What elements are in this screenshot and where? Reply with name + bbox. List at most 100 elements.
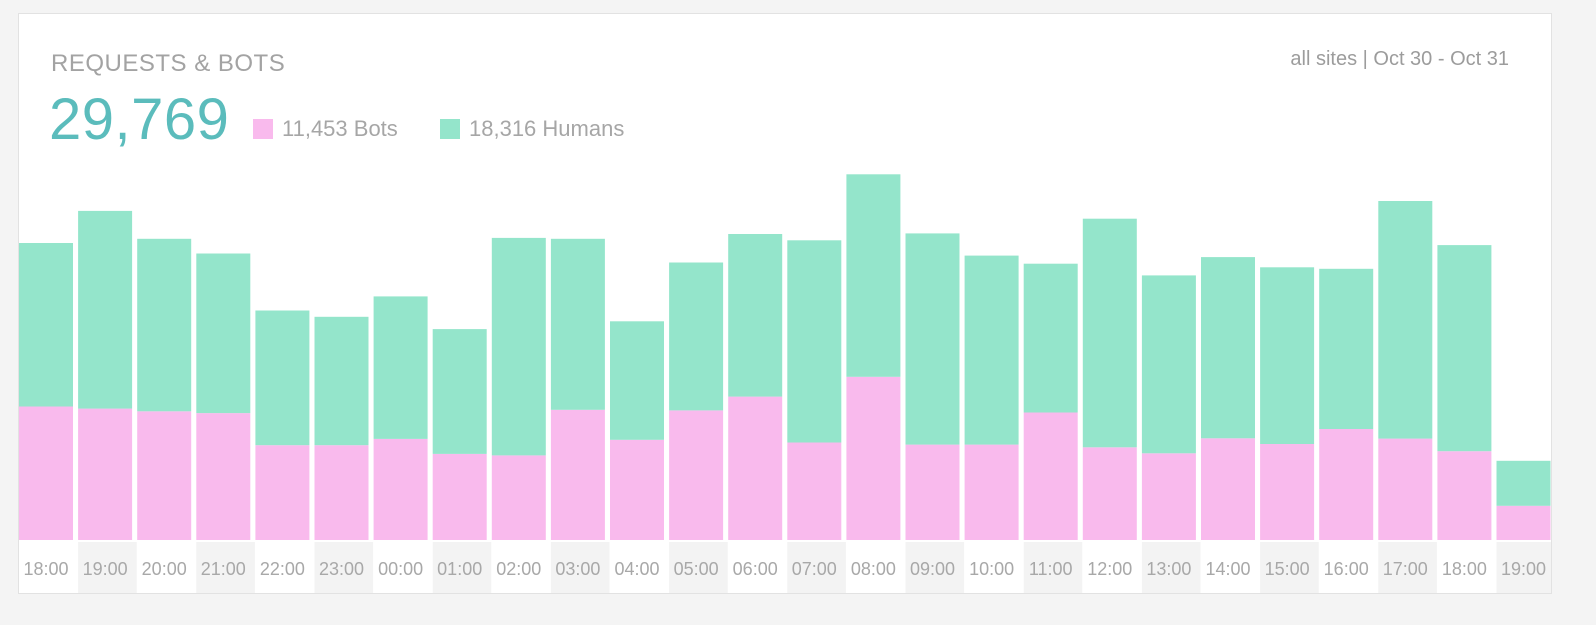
- date-range-label[interactable]: all sites | Oct 30 - Oct 31: [1290, 48, 1509, 70]
- x-axis-band: [550, 542, 610, 593]
- bar-segment-bots[interactable]: [432, 453, 487, 540]
- bar-segment-bots[interactable]: [964, 444, 1019, 540]
- bar-segment-bots[interactable]: [846, 376, 901, 540]
- bar-segment-bots[interactable]: [1260, 444, 1315, 540]
- x-axis-band: [1496, 542, 1551, 593]
- bar-segment-bots[interactable]: [78, 408, 133, 540]
- bar-segment-bots[interactable]: [491, 455, 546, 540]
- bar-segment-humans[interactable]: [255, 310, 310, 446]
- bar-segment-humans[interactable]: [373, 296, 428, 439]
- bots-swatch: [253, 119, 273, 139]
- bar-segment-bots[interactable]: [1437, 451, 1492, 540]
- total-requests: 29,769: [49, 87, 230, 152]
- bar-segment-humans[interactable]: [491, 237, 546, 456]
- bar-segment-bots[interactable]: [1201, 438, 1255, 540]
- humans-count: 18,316 Humans: [469, 116, 625, 141]
- bar-segment-humans[interactable]: [1023, 263, 1078, 413]
- x-tick-label: 01:00: [437, 559, 482, 579]
- bar-segment-humans[interactable]: [1141, 275, 1196, 454]
- bar-segment-bots[interactable]: [1496, 505, 1551, 540]
- bar-segment-bots[interactable]: [550, 409, 605, 540]
- x-tick-label: 15:00: [1265, 559, 1310, 579]
- x-axis-band: [728, 542, 787, 593]
- x-tick-label: 23:00: [319, 559, 364, 579]
- bar-segment-bots[interactable]: [669, 410, 724, 540]
- x-axis-band: [255, 542, 314, 593]
- bar-segment-humans[interactable]: [550, 238, 605, 410]
- bar-segment-humans[interactable]: [1260, 267, 1315, 444]
- x-axis-band: [1082, 542, 1142, 593]
- chart-title: REQUESTS & BOTS: [51, 50, 286, 77]
- x-tick-label: 14:00: [1205, 559, 1250, 579]
- bar-segment-bots[interactable]: [905, 444, 960, 540]
- bar-segment-humans[interactable]: [728, 234, 783, 397]
- bar-segment-humans[interactable]: [787, 240, 842, 443]
- bar-segment-humans[interactable]: [669, 262, 724, 411]
- x-axis-band: [1023, 542, 1083, 593]
- bar-segment-humans[interactable]: [1201, 257, 1255, 439]
- bar-segment-bots[interactable]: [255, 445, 310, 540]
- bar-segment-bots[interactable]: [1082, 447, 1137, 540]
- bar-segment-bots[interactable]: [1319, 429, 1374, 540]
- x-tick-label: 04:00: [614, 559, 659, 579]
- bar-segment-bots[interactable]: [314, 445, 369, 540]
- x-tick-label: 19:00: [83, 559, 128, 579]
- x-axis-band: [78, 542, 137, 593]
- bar-segment-bots[interactable]: [1141, 453, 1196, 540]
- bar-segment-humans[interactable]: [964, 255, 1019, 445]
- x-axis-band: [432, 542, 492, 593]
- x-tick-label: 00:00: [378, 559, 423, 579]
- x-tick-label: 09:00: [910, 559, 955, 579]
- bots-count: 11,453 Bots: [282, 116, 398, 141]
- bar-segment-humans[interactable]: [78, 210, 133, 409]
- legend-humans[interactable]: 18,316 Humans: [440, 116, 624, 142]
- bar-segment-humans[interactable]: [1378, 201, 1433, 439]
- x-axis-band: [1260, 542, 1319, 593]
- humans-swatch: [440, 119, 460, 139]
- x-tick-label: 06:00: [733, 559, 778, 579]
- stacked-bar-chart: 18:00 19:00 20:00 21:00 22:00 23:00 00:00 01:00…: [19, 174, 1551, 593]
- x-tick-label: 02:00: [496, 559, 541, 579]
- x-axis-band: [669, 542, 728, 593]
- x-tick-label: 21:00: [201, 559, 246, 579]
- x-axis-band: [1201, 542, 1260, 593]
- x-axis-band: [491, 542, 551, 593]
- x-tick-label: 12:00: [1087, 559, 1132, 579]
- bar-segment-humans[interactable]: [1437, 245, 1492, 452]
- bar-segment-bots[interactable]: [373, 438, 428, 540]
- bar-segment-humans[interactable]: [1496, 460, 1551, 506]
- bar-segment-bots[interactable]: [19, 406, 73, 541]
- x-tick-label: 22:00: [260, 559, 305, 579]
- x-axis-band: [137, 542, 196, 593]
- bar-segment-humans[interactable]: [846, 174, 901, 377]
- x-axis-band: [610, 542, 669, 593]
- x-axis-band: [905, 542, 965, 593]
- legend-bots[interactable]: 11,453 Bots: [253, 116, 398, 142]
- x-axis-band: [1437, 542, 1496, 593]
- x-axis-band: [787, 542, 846, 593]
- bar-segment-humans[interactable]: [610, 321, 664, 440]
- bar-segment-humans[interactable]: [314, 316, 369, 446]
- bar-segment-humans[interactable]: [196, 253, 251, 414]
- bar-segment-bots[interactable]: [728, 396, 783, 540]
- bar-segment-humans[interactable]: [19, 243, 73, 407]
- bar-segment-bots[interactable]: [196, 413, 251, 540]
- x-tick-label: 18:00: [23, 559, 68, 579]
- x-tick-label: 17:00: [1383, 559, 1428, 579]
- bar-segment-humans[interactable]: [1082, 218, 1137, 448]
- x-axis-band: [373, 542, 433, 593]
- bar-segment-humans[interactable]: [1319, 268, 1374, 429]
- bar-segment-bots[interactable]: [1378, 438, 1433, 540]
- bar-segment-bots[interactable]: [1023, 412, 1078, 541]
- x-tick-label: 18:00: [1442, 559, 1487, 579]
- bar-segment-bots[interactable]: [787, 442, 842, 541]
- bar-segment-bots[interactable]: [610, 439, 664, 540]
- bar-segment-humans[interactable]: [137, 238, 192, 412]
- x-tick-label: 20:00: [142, 559, 187, 579]
- bar-segment-humans[interactable]: [905, 233, 960, 445]
- x-tick-label: 03:00: [555, 559, 600, 579]
- bar-segment-bots[interactable]: [137, 411, 192, 540]
- bar-segment-humans[interactable]: [432, 329, 487, 454]
- x-tick-label: 07:00: [792, 559, 837, 579]
- x-tick-label: 19:00: [1501, 559, 1546, 579]
